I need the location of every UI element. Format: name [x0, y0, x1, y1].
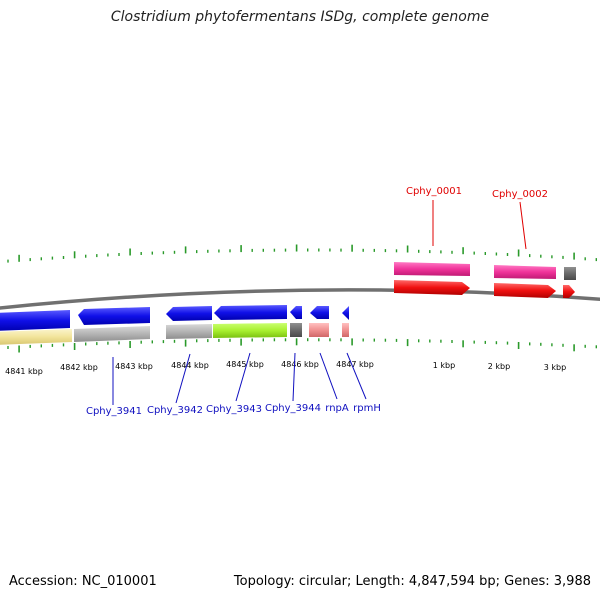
tick-label: 4843 kbp [115, 362, 153, 371]
gene-label-cphy-3943[interactable]: Cphy_3943 [206, 404, 262, 415]
gene-dark-gray-bar[interactable] [564, 267, 576, 280]
gene-cphy-3944-arrow[interactable] [290, 306, 302, 319]
bottom-label-leaders [112, 352, 367, 405]
gene-pink-bar-2[interactable] [494, 265, 556, 279]
top-label-leaders [432, 200, 527, 250]
gene-cphy-3941-arrow[interactable] [78, 307, 150, 325]
gene-label-rnpa[interactable]: rnpA [325, 403, 349, 414]
gene-cphy-3943-arrow[interactable] [214, 305, 287, 320]
tick-label: 1 kbp [433, 361, 455, 370]
gene-label-cphy-0002[interactable]: Cphy_0002 [492, 189, 548, 200]
gene-rnpa-arrow[interactable] [310, 306, 329, 319]
forward-strand-genes [394, 262, 576, 298]
gene-cphy-3942-arrow[interactable] [166, 306, 212, 321]
gene-cphy-0002-arrow[interactable] [494, 283, 556, 298]
gene-green-bar[interactable] [213, 323, 287, 338]
genome-title: Clostridium phytofermentans ISDg, comple… [110, 9, 490, 25]
tick-label: 3 kbp [544, 363, 566, 372]
gene-yellow-bar[interactable] [0, 329, 72, 345]
gene-label-rpmh[interactable]: rpmH [353, 403, 381, 414]
outer-tick-marks [7, 244, 597, 263]
reverse-strand-genes [0, 305, 349, 345]
tick-label: 4844 kbp [171, 361, 209, 370]
gene-gray-bar-2[interactable] [166, 324, 212, 339]
tick-label: 4841 kbp [5, 367, 43, 376]
tick-label: 4847 kbp [336, 360, 374, 369]
gene-label-cphy-3944[interactable]: Cphy_3944 [265, 403, 321, 414]
gene-small-red-arrow[interactable] [563, 285, 575, 298]
gene-dark-gray-bar-2[interactable] [290, 323, 302, 337]
gene-label-cphy-0001[interactable]: Cphy_0001 [406, 186, 462, 197]
top-gene-labels: Cphy_0001 Cphy_0002 [406, 186, 548, 200]
tick-label: 4845 kbp [226, 360, 264, 369]
accession-text: Accession: NC_010001 [9, 574, 157, 589]
tick-label: 4846 kbp [281, 360, 319, 369]
gene-blue-bar-left[interactable] [0, 310, 70, 331]
tick-label: 4842 kbp [60, 363, 98, 372]
gene-light-red-bar-2[interactable] [342, 323, 349, 337]
tick-label: 2 kbp [488, 362, 510, 371]
gene-label-cphy-3942[interactable]: Cphy_3942 [147, 405, 203, 416]
gene-cphy-0001-arrow[interactable] [394, 280, 470, 295]
gene-pink-bar-1[interactable] [394, 262, 470, 276]
tick-labels: 4841 kbp 4842 kbp 4843 kbp 4844 kbp 4845… [5, 360, 566, 376]
bottom-gene-labels: Cphy_3941 Cphy_3942 Cphy_3943 Cphy_3944 … [86, 403, 381, 417]
gene-label-cphy-3941[interactable]: Cphy_3941 [86, 406, 142, 417]
gene-rpmh-arrow[interactable] [342, 306, 349, 320]
gene-light-red-bar-1[interactable] [309, 323, 329, 337]
inner-tick-marks [7, 338, 597, 353]
genome-summary-text: Topology: circular; Length: 4,847,594 bp… [233, 574, 591, 589]
gene-gray-bar-1[interactable] [74, 326, 150, 342]
